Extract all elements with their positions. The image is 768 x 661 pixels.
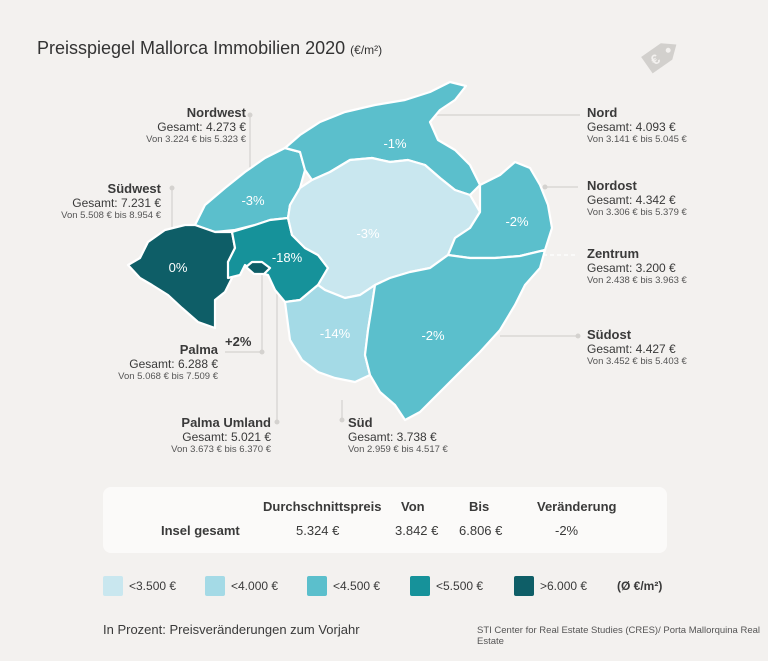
value-durchschnittspreis: 5.324 €	[296, 523, 340, 538]
region-total: Gesamt: 3.738 €	[348, 429, 437, 444]
value-veraenderung: -2%	[555, 523, 579, 538]
change-sued: -14%	[320, 326, 351, 341]
region-name: Nord	[587, 105, 618, 120]
region-suedost[interactable]	[363, 248, 547, 422]
legend-label: <4.500 €	[333, 579, 381, 593]
label-zentrum: Zentrum Gesamt: 3.200 € Von 2.438 € bis …	[587, 246, 687, 287]
change-nord: -1%	[383, 136, 407, 151]
label-sued: Süd Gesamt: 3.738 € Von 2.959 € bis 4.51…	[348, 415, 448, 456]
legend-label: >6.000 €	[540, 579, 588, 593]
region-name: Palma	[179, 342, 218, 357]
change-suedost: -2%	[421, 328, 445, 343]
change-palma-umland: -18%	[272, 250, 303, 265]
summary-table: Durchschnittspreis Von Bis Veränderung I…	[103, 487, 667, 553]
region-total: Gesamt: 3.200 €	[587, 260, 676, 275]
region-total: Gesamt: 5.021 €	[182, 429, 271, 444]
region-name: Südwest	[107, 181, 161, 196]
legend-swatch	[410, 576, 430, 596]
change-palma: +2%	[225, 334, 252, 349]
label-nord: Nord Gesamt: 4.093 € Von 3.141 € bis 5.0…	[587, 105, 687, 146]
region-suedwest[interactable]	[126, 223, 237, 330]
region-total: Gesamt: 4.427 €	[587, 341, 676, 356]
footnote: In Prozent: Preisveränderungen zum Vorja…	[103, 622, 360, 637]
region-name: Süd	[348, 415, 373, 430]
label-suedwest: Südwest Gesamt: 7.231 € Von 5.508 € bis …	[61, 181, 161, 222]
price-tag-euro-icon: €	[641, 43, 677, 74]
region-total: Gesamt: 4.273 €	[157, 119, 246, 134]
change-nordwest: -3%	[241, 193, 265, 208]
header-von: Von	[401, 499, 425, 514]
label-palma: Palma Gesamt: 6.288 € Von 5.068 € bis 7.…	[118, 342, 218, 383]
change-nordost: -2%	[505, 214, 529, 229]
legend-item: <3.500 €	[103, 576, 176, 596]
title-text: Preisspiegel Mallorca Immobilien 2020	[37, 38, 346, 58]
region-range: Von 3.673 € bis 6.370 €	[171, 443, 271, 455]
label-palma-umland: Palma Umland Gesamt: 5.021 € Von 3.673 €…	[171, 415, 271, 456]
region-name: Nordost	[587, 178, 637, 193]
legend-unit: (Ø €/m²)	[617, 579, 663, 593]
region-name: Zentrum	[587, 246, 639, 261]
region-name: Nordwest	[186, 105, 246, 120]
legend-swatch	[103, 576, 123, 596]
page-title: Preisspiegel Mallorca Immobilien 2020 (€…	[37, 38, 382, 59]
header-bis: Bis	[469, 499, 490, 514]
legend-item: <4.000 €	[205, 576, 278, 596]
label-nordost: Nordost Gesamt: 4.342 € Von 3.306 € bis …	[587, 178, 687, 219]
region-range: Von 2.959 € bis 4.517 €	[348, 443, 448, 455]
value-bis: 6.806 €	[459, 523, 503, 538]
legend-item: <5.500 €	[410, 576, 483, 596]
legend-swatch	[307, 576, 327, 596]
region-name: Südost	[587, 327, 632, 342]
change-zentrum: -3%	[356, 226, 380, 241]
region-range: Von 3.224 € bis 5.323 €	[146, 133, 246, 145]
value-von: 3.842 €	[395, 523, 439, 538]
region-total: Gesamt: 7.231 €	[72, 195, 161, 210]
header-durchschnittspreis: Durchschnittspreis	[263, 499, 382, 514]
legend-label: <5.500 €	[436, 579, 484, 593]
title-unit: (€/m²)	[350, 43, 383, 57]
legend-swatch	[205, 576, 225, 596]
legend-swatch	[514, 576, 534, 596]
source-credit: STI Center for Real Estate Studies (CRES…	[477, 625, 761, 647]
region-total: Gesamt: 6.288 €	[129, 356, 218, 371]
region-name: Palma Umland	[181, 415, 271, 430]
region-range: Von 3.141 € bis 5.045 €	[587, 133, 687, 145]
header-veraenderung: Veränderung	[537, 499, 617, 514]
change-suedwest: 0%	[169, 260, 188, 275]
legend-item: >6.000 €	[514, 576, 587, 596]
legend-label: <3.500 €	[129, 579, 177, 593]
region-range: Von 3.452 € bis 5.403 €	[587, 355, 687, 367]
legend-item: <4.500 €	[307, 576, 380, 596]
region-total: Gesamt: 4.093 €	[587, 119, 676, 134]
region-range: Von 3.306 € bis 5.379 €	[587, 206, 687, 218]
region-palma[interactable]	[244, 260, 272, 276]
legend-label: <4.000 €	[231, 579, 279, 593]
row-label: Insel gesamt	[161, 523, 240, 538]
region-range: Von 5.508 € bis 8.954 €	[61, 209, 161, 221]
label-nordwest: Nordwest Gesamt: 4.273 € Von 3.224 € bis…	[146, 105, 246, 146]
region-total: Gesamt: 4.342 €	[587, 192, 676, 207]
label-suedost: Südost Gesamt: 4.427 € Von 3.452 € bis 5…	[587, 327, 687, 368]
region-range: Von 5.068 € bis 7.509 €	[118, 370, 218, 382]
region-range: Von 2.438 € bis 3.963 €	[587, 274, 687, 286]
